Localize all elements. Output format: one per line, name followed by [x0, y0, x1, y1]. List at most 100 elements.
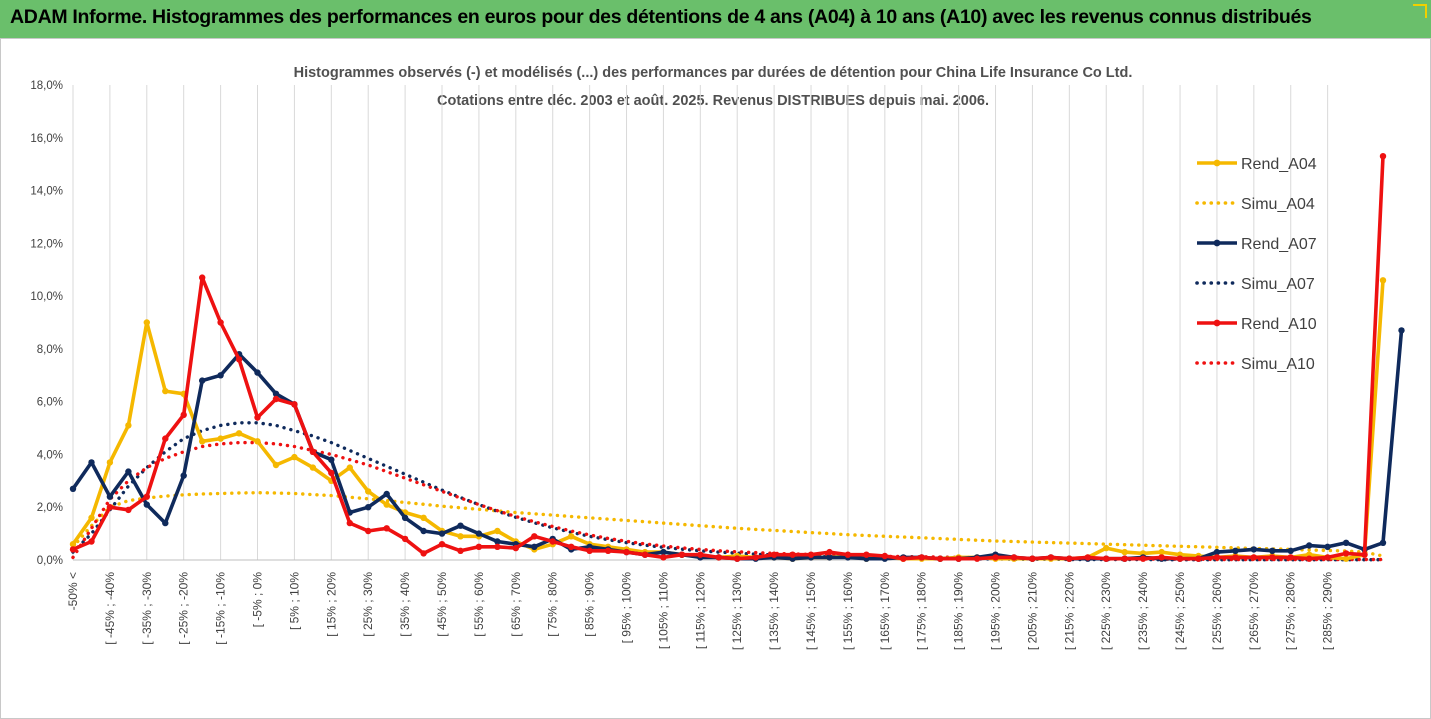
data-point	[1047, 554, 1055, 561]
data-point	[1066, 555, 1073, 562]
data-point	[973, 555, 981, 562]
x-tick-label: -50% <	[66, 572, 80, 610]
x-tick-label: [ 25% ; 30%	[361, 572, 375, 637]
data-point	[346, 519, 353, 527]
x-tick-label: [ 115% ; 120%	[693, 572, 707, 649]
y-tick-label: 4,0%	[37, 449, 63, 461]
legend-label: Rend_A10	[1241, 316, 1317, 333]
data-point	[494, 538, 501, 545]
data-point	[180, 472, 187, 479]
y-tick-label: 8,0%	[37, 344, 63, 356]
x-axis: -50% < [ -45% ; -40% [ -35% ; -30% [ -25% ;…	[66, 559, 1383, 650]
line-chart: Histogrammes observés (-) et modélisés (…	[30, 65, 1405, 650]
x-tick-label: [ 265% ; 270%	[1247, 572, 1261, 650]
data-point	[1103, 555, 1110, 562]
legend-label: Simu_A07	[1241, 276, 1315, 293]
data-point	[309, 448, 317, 455]
x-tick-label: [ 125% ; 130%	[730, 572, 744, 650]
data-point	[568, 543, 575, 550]
data-point	[475, 530, 483, 537]
x-tick-label: [ 35% ; 40%	[398, 572, 412, 637]
data-point	[1213, 554, 1221, 561]
data-point	[328, 456, 335, 463]
data-point	[125, 506, 132, 514]
legend-item: Rend_A07	[1197, 236, 1317, 253]
x-tick-label: [ 275% ; 280%	[1284, 572, 1298, 650]
data-point	[1287, 547, 1294, 554]
data-point	[752, 554, 759, 561]
data-point	[272, 390, 280, 397]
series-simu-a10	[71, 440, 1385, 562]
legend-marker	[1213, 159, 1221, 167]
data-point	[1379, 539, 1387, 546]
data-point	[1361, 551, 1368, 558]
chart-subtitle: Cotations entre déc. 2003 et août. 2025.…	[437, 93, 989, 109]
data-point	[1121, 555, 1128, 562]
x-tick-label: [ 165% ; 170%	[878, 572, 892, 650]
y-tick-label: 18,0%	[30, 80, 63, 92]
legend-marker	[1213, 239, 1221, 247]
data-point	[1342, 555, 1350, 562]
x-tick-label: [ 285% ; 290%	[1321, 572, 1335, 650]
data-point	[291, 401, 298, 408]
data-point	[1306, 542, 1313, 549]
x-tick-label: [ 225% ; 230%	[1099, 572, 1113, 650]
data-point	[1398, 327, 1405, 334]
x-tick-label: [ -35% ; -30%	[140, 572, 154, 645]
x-tick-label: [ -5% ; 0%	[251, 572, 265, 628]
data-point	[641, 551, 649, 558]
y-tick-label: 16,0%	[30, 133, 63, 145]
y-tick-label: 12,0%	[30, 238, 63, 250]
data-point	[106, 459, 114, 466]
data-point	[826, 548, 833, 556]
data-point	[604, 547, 612, 554]
x-tick-label: [ 15% ; 20%	[324, 572, 338, 637]
x-tick-label: [ 145% ; 150%	[804, 572, 818, 650]
y-tick-label: 10,0%	[30, 291, 63, 303]
legend-label: Simu_A04	[1241, 196, 1315, 213]
x-tick-label: [ 85% ; 90%	[583, 572, 597, 637]
data-point	[88, 459, 95, 466]
data-point	[1250, 546, 1258, 553]
data-point	[1379, 153, 1387, 160]
data-point	[1306, 555, 1313, 562]
data-point	[992, 554, 999, 561]
data-point	[697, 551, 704, 558]
data-point	[1324, 543, 1331, 550]
grid-lines	[72, 85, 1329, 560]
legend-label: Rend_A04	[1241, 156, 1317, 173]
data-point	[1342, 550, 1350, 557]
legend-marker	[1213, 319, 1221, 327]
data-point	[1084, 554, 1092, 561]
y-axis: 0,0% 2,0% 4,0% 6,0% 8,0% 10,0% 12,0% 14,0% 16,0%…	[30, 80, 63, 567]
series-rend-a10	[69, 153, 1387, 562]
data-point	[180, 411, 187, 419]
data-point	[531, 533, 538, 540]
legend-item: Simu_A07	[1195, 276, 1315, 293]
data-point	[420, 527, 427, 535]
series-simu-a07	[71, 421, 1385, 562]
data-point	[106, 504, 114, 511]
data-point	[199, 377, 206, 384]
x-tick-label: [ 195% ; 200%	[989, 572, 1003, 650]
data-point	[383, 525, 390, 532]
series-line	[71, 421, 1385, 562]
data-point	[125, 468, 132, 475]
data-point	[457, 533, 464, 540]
data-point	[1158, 548, 1165, 556]
data-point	[789, 551, 796, 558]
data-point	[199, 438, 206, 445]
x-tick-label: [ 185% ; 190%	[952, 572, 966, 650]
series-simu-a04	[71, 491, 1385, 558]
data-point	[457, 522, 464, 529]
series-line	[71, 491, 1385, 558]
data-point	[900, 555, 907, 562]
data-point	[106, 493, 114, 500]
x-tick-label: [ 175% ; 180%	[915, 572, 929, 650]
data-point	[162, 387, 169, 395]
legend-item: Rend_A04	[1197, 156, 1317, 173]
y-tick-label: 2,0%	[37, 502, 63, 514]
data-point	[531, 543, 538, 550]
data-point	[365, 488, 372, 495]
data-point	[586, 547, 593, 554]
